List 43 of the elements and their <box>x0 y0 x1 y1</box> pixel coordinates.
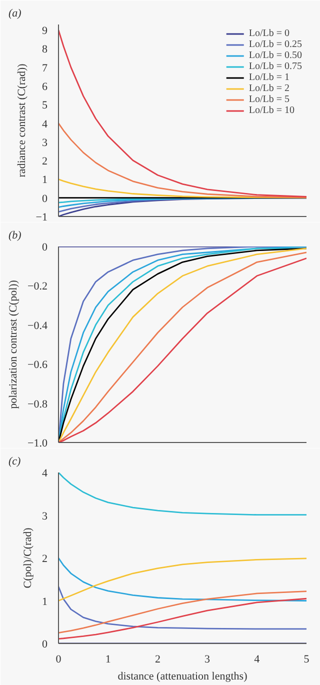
y-tick-label: 9 <box>42 25 48 38</box>
y-tick-label: 2 <box>42 553 48 565</box>
x-tick-label: 3 <box>204 654 211 666</box>
legend-label: Lo/Lb = 0.75 <box>248 61 302 72</box>
x-tick-label: 1 <box>105 654 111 666</box>
legend-label: Lo/Lb = 0 <box>248 28 290 39</box>
y-tick-label: −0.6 <box>28 359 48 372</box>
y-tick-label: 1 <box>42 596 48 608</box>
y-axis-title: C(pol)/C(rad) <box>22 527 34 588</box>
x-tick-label: 5 <box>304 654 310 666</box>
y-tick-label: −0.4 <box>28 320 48 332</box>
legend-label: Lo/Lb = 0.25 <box>248 39 302 50</box>
x-tick-label: 2 <box>154 654 160 666</box>
y-tick-label: 6 <box>42 81 48 94</box>
y-tick-label: 5 <box>42 100 48 112</box>
x-axis-title: distance (attenuation lengths) <box>118 670 248 682</box>
y-tick-label: −1 <box>36 212 48 224</box>
y-tick-label: 7 <box>42 62 48 74</box>
legend-label: Lo/Lb = 5 <box>248 94 290 105</box>
y-tick-label: 0 <box>42 242 48 254</box>
y-tick-label: 0 <box>42 638 48 650</box>
chart-title: (b) <box>8 230 22 242</box>
y-tick-label: 0 <box>42 192 48 205</box>
legend-label: Lo/Lb = 0.50 <box>248 50 302 61</box>
y-axis-title: polarization contrast (C(pol)) <box>8 280 20 409</box>
chart-title: (c) <box>8 456 22 468</box>
y-tick-label: −0.2 <box>28 280 48 293</box>
legend-label: Lo/Lb = 10 <box>248 105 294 116</box>
chart-title: (a) <box>8 8 22 20</box>
legend-label: Lo/Lb = 1 <box>248 72 290 83</box>
y-tick-label: 2 <box>42 156 48 168</box>
y-tick-label: 3 <box>42 136 48 149</box>
x-tick-label: 0 <box>56 654 62 666</box>
legend-label: Lo/Lb = 2 <box>248 83 290 94</box>
y-axis-title: radiance contrast (C(rad)) <box>16 63 28 178</box>
y-tick-label: 8 <box>42 44 48 56</box>
y-tick-label: −1.0 <box>28 438 48 450</box>
y-tick-label: 4 <box>42 118 48 130</box>
y-tick-label: 3 <box>42 510 48 522</box>
y-tick-label: 4 <box>42 468 48 480</box>
y-tick-label: −0.8 <box>28 398 48 410</box>
x-tick-label: 4 <box>254 654 260 666</box>
y-tick-label: 1 <box>42 174 48 186</box>
